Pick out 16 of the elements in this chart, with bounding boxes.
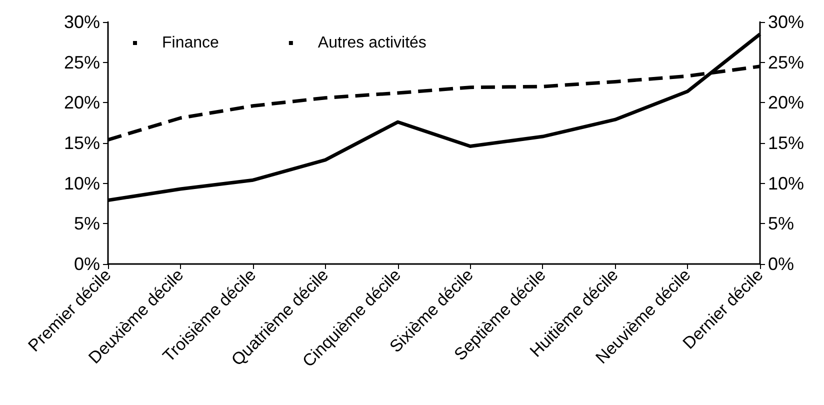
y-tick-label: 10% [64, 173, 100, 194]
y2-tick-label: 10% [768, 173, 804, 194]
y2-tick-label: 15% [768, 133, 804, 153]
y2-tick-label: 5% [768, 214, 794, 234]
y-tick-label: 30% [64, 12, 100, 32]
y2-tick-label: 25% [768, 52, 804, 72]
y2-tick-label: 0% [768, 254, 794, 274]
y2-tick-label: 30% [768, 12, 804, 32]
y-tick-label: 0% [74, 254, 100, 274]
y-tick-label: 20% [64, 92, 100, 113]
legend-label: Finance [162, 34, 220, 52]
y-tick-label: 15% [64, 133, 100, 153]
legend-label: Autres activités [318, 34, 426, 52]
y-tick-label: 5% [74, 214, 100, 234]
y-tick-label: 25% [64, 52, 100, 72]
y2-tick-label: 20% [768, 92, 804, 113]
